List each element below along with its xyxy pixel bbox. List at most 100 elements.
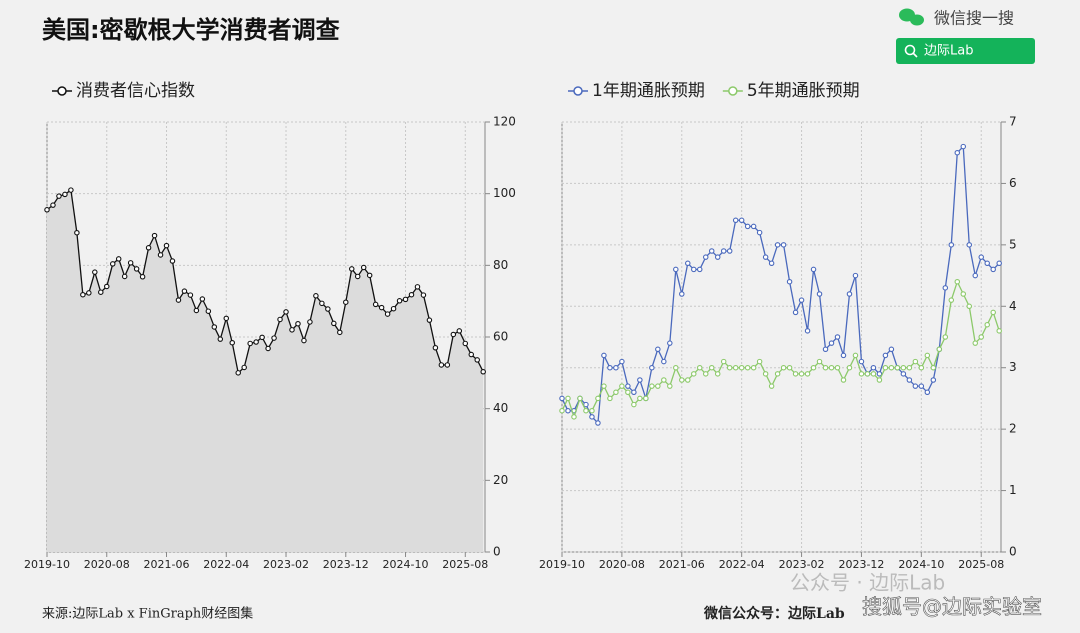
point: [426, 317, 433, 323]
point: [870, 371, 877, 377]
point: [708, 248, 715, 254]
point: [930, 364, 937, 371]
x-tick-label: 2024-10: [898, 558, 944, 571]
point: [774, 242, 781, 248]
point: [870, 364, 877, 371]
y-tick-label: 80: [493, 258, 508, 272]
point: [181, 288, 188, 294]
point: [68, 187, 74, 193]
point: [691, 371, 697, 377]
point: [828, 340, 835, 346]
point: [301, 337, 307, 344]
point: [679, 291, 685, 297]
point: [798, 371, 805, 377]
point: [852, 352, 859, 359]
point: [673, 266, 679, 273]
point: [343, 299, 349, 305]
point: [331, 320, 337, 327]
y-tick-label: 3: [1009, 360, 1017, 374]
point: [151, 232, 158, 239]
point: [768, 383, 775, 389]
point: [145, 245, 152, 251]
point: [625, 383, 631, 389]
point: [631, 389, 637, 396]
point: [822, 364, 829, 371]
y-tick-label: 60: [493, 330, 508, 344]
legend-label: 5年期通胀预期: [747, 81, 860, 101]
point: [864, 371, 871, 377]
point: [337, 329, 343, 336]
point: [816, 291, 823, 297]
y-tick-label: 120: [493, 115, 516, 129]
y-tick-label: 40: [493, 401, 508, 415]
search-button[interactable]: [896, 38, 1035, 64]
point: [900, 364, 907, 371]
point: [780, 364, 787, 371]
point: [912, 358, 919, 365]
point: [223, 315, 230, 322]
point: [271, 335, 277, 341]
point: [876, 371, 883, 377]
point: [637, 395, 643, 402]
point: [732, 217, 739, 224]
y-tick-label: 1: [1009, 483, 1017, 497]
point: [822, 346, 829, 353]
point: [786, 364, 793, 371]
point: [942, 285, 949, 291]
point: [50, 202, 56, 208]
point: [205, 308, 212, 314]
point: [900, 371, 907, 377]
x-tick-label: 2023-12: [838, 558, 884, 571]
point: [619, 383, 625, 389]
point: [62, 191, 68, 198]
search-icon: [904, 44, 916, 56]
point: [199, 296, 206, 302]
point: [912, 383, 919, 389]
point: [804, 371, 811, 377]
point: [882, 352, 889, 359]
point: [241, 364, 247, 371]
x-tick-label: 2022-04: [203, 558, 249, 571]
point: [840, 377, 847, 383]
point: [894, 364, 901, 371]
point: [420, 292, 427, 298]
point: [996, 328, 1002, 334]
point: [846, 364, 853, 371]
point: [583, 401, 589, 408]
point: [708, 364, 715, 371]
x-tick-label: 2024-10: [383, 558, 429, 571]
y-tick-label: 20: [493, 473, 508, 487]
point: [127, 260, 134, 266]
point: [360, 264, 367, 271]
point: [649, 383, 655, 389]
point: [924, 352, 931, 359]
point: [56, 193, 62, 199]
point: [984, 260, 990, 267]
point: [858, 371, 865, 377]
point: [372, 301, 379, 308]
point: [211, 324, 218, 330]
point: [948, 242, 955, 248]
point: [834, 334, 841, 340]
search-icon-handle: [912, 52, 918, 58]
point: [583, 407, 589, 414]
point: [607, 364, 613, 371]
legend-marker: [728, 86, 738, 96]
point: [480, 369, 486, 375]
point: [283, 309, 289, 315]
point: [366, 272, 373, 279]
point: [768, 260, 775, 267]
point: [295, 320, 301, 327]
point: [685, 377, 691, 383]
account: 微信公众号：边际Lab: [703, 605, 845, 622]
point: [595, 420, 601, 426]
point: [565, 407, 571, 414]
point: [726, 248, 733, 254]
point: [289, 327, 295, 333]
point: [696, 266, 703, 273]
watermark: 公众号 · 边际Lab: [790, 571, 945, 595]
point: [601, 383, 607, 389]
point: [792, 309, 799, 316]
point: [924, 389, 931, 396]
